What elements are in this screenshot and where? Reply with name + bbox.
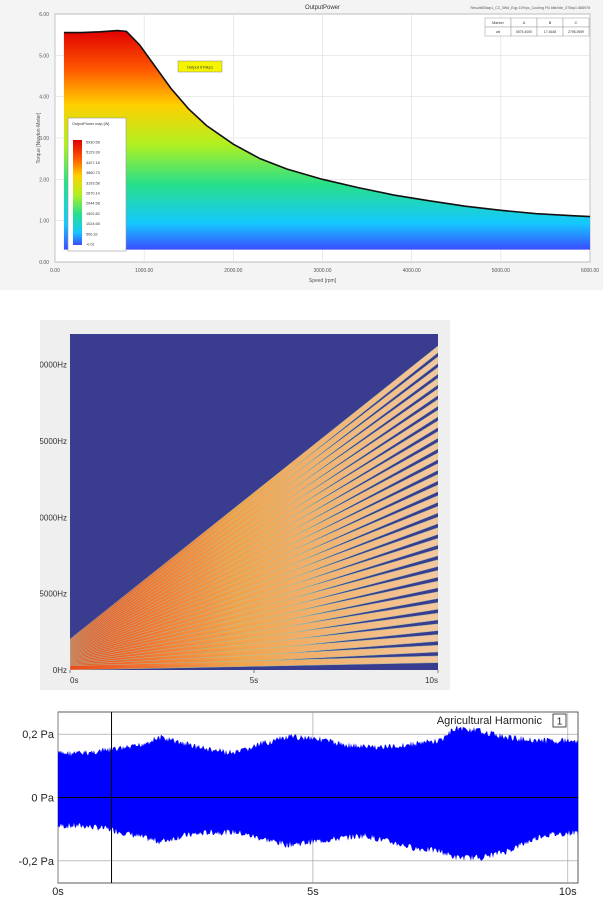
spectrogram-chart: 0Hz 5000Hz 10000Hz 15000Hz 20000Hz 0s 5s 10s: [35, 320, 450, 690]
colorbar-gradient: [73, 140, 82, 245]
colorbar-label: 5129.39: [86, 151, 100, 155]
y-tick-label: 0 Pa: [31, 793, 55, 805]
table-cell: [562, 26, 590, 37]
channel-badge-label: 1: [557, 717, 563, 728]
chart-title: OutputPower: [305, 5, 340, 11]
colorbar-label: 3193.58: [86, 181, 100, 185]
annotation-text: Output 070kp1: [187, 65, 214, 70]
colorbar-label: 4427.18: [86, 161, 100, 165]
x-tick-label: 6000.00: [581, 268, 599, 274]
y-tick-label: 5.00: [39, 53, 49, 59]
table-header-text: C: [575, 21, 578, 25]
y-tick-label: 6.00: [39, 12, 49, 18]
x-tick-label: 0.00: [50, 268, 60, 274]
harmonics-group: [70, 345, 438, 670]
y-tick-label: 1.00: [39, 219, 49, 225]
waveform-svg: 0,2 Pa 0 Pa -0,2 Pa 0s 5s 10s Agricultural Har…: [0, 700, 603, 898]
x-tick-label: 3000.00: [313, 268, 331, 274]
y-tick-label: 0Hz: [53, 666, 67, 675]
y-tick-label: 4.00: [39, 95, 49, 101]
waveform-envelope: [58, 725, 578, 861]
channel-badge: [552, 713, 567, 728]
colorbar-label: 1502.82: [86, 212, 100, 216]
y-tick-label: 3.00: [39, 136, 49, 142]
y-tick-label: 10000Hz: [40, 513, 67, 522]
x-axis-label: Speed [rpm]: [309, 278, 337, 284]
chart-header-info: Result800wp1_C3_3Wd_Eqp 10%pc_Cooling FN…: [471, 6, 590, 10]
colorbar-title: OutputPower map [W]: [72, 122, 109, 126]
x-tick-label: 0s: [52, 886, 64, 895]
max-torque-curve: [63, 29, 591, 218]
x-tick-label: 5s: [307, 886, 319, 895]
y-tick-label: -0,2 Pa: [19, 856, 55, 868]
table-cell-text: val: [496, 30, 501, 34]
y-tick-label: 5000Hz: [40, 590, 67, 599]
y-tick-label: 15000Hz: [40, 437, 67, 446]
waveform-title: Agricultural Harmonic: [437, 715, 543, 727]
colorbar-label: 5930.58: [86, 141, 100, 145]
colorbar-label: 2044.58: [86, 202, 100, 206]
table-cell-text: 17.4648: [544, 30, 556, 34]
y-tick-label: 0.00: [39, 260, 49, 266]
x-tick-label: 1000.00: [135, 268, 153, 274]
y-tick-label: 20000Hz: [40, 361, 67, 370]
table-header-text: A: [523, 21, 526, 25]
colorbar-label: 506.32: [86, 232, 98, 236]
output-power-svg: 0.00 1000.00 2000.00 3000.00 4000.00 5000.00 6…: [0, 0, 603, 290]
table-cell-text: 2798.3959: [568, 30, 584, 34]
x-tick-label: 10s: [559, 886, 577, 895]
table-cell-text: 5575.4000: [516, 30, 532, 34]
colorbar-label: 3860.73: [86, 171, 100, 175]
output-power-chart: 0.00 1000.00 2000.00 3000.00 4000.00 5000.00 6…: [0, 0, 603, 290]
y-tick-label: 2.00: [39, 177, 49, 183]
spectrogram-svg: 0Hz 5000Hz 10000Hz 15000Hz 20000Hz 0s 5s 10s: [35, 320, 450, 690]
y-tick-label: 0,2 Pa: [22, 729, 55, 741]
table-header-text: Marker: [492, 21, 505, 25]
y-axis-label: Torque [Newton·Meter]: [36, 112, 42, 163]
annotation-box: [177, 60, 223, 73]
x-tick-label: 5000.00: [492, 268, 510, 274]
table-header-text: B: [549, 21, 552, 25]
power-map-fill: [63, 30, 590, 250]
x-tick-label: 2000.00: [224, 268, 242, 274]
x-tick-label: 0s: [70, 676, 78, 685]
colorbar-label: 2670.14: [86, 192, 100, 196]
harmonic-stripe: [70, 655, 438, 670]
x-tick-label: 4000.00: [403, 268, 421, 274]
colorbar-label: 1024.65: [86, 222, 100, 226]
colorbar-label: -0.01: [86, 243, 95, 247]
waveform-chart: 0,2 Pa 0 Pa -0,2 Pa 0s 5s 10s Agricultural Har…: [0, 700, 603, 898]
x-tick-label: 10s: [425, 676, 438, 685]
x-tick-label: 5s: [250, 676, 258, 685]
